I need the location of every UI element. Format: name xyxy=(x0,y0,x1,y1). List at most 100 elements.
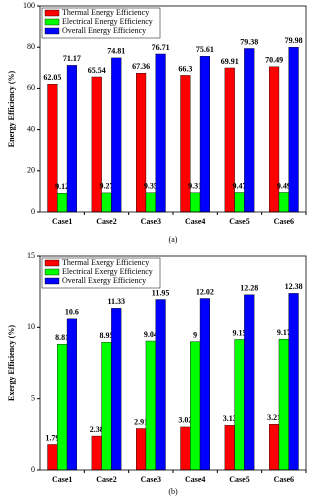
x-tick-label: Case4 xyxy=(185,475,205,484)
bar xyxy=(234,192,245,213)
x-tick-label: Case3 xyxy=(141,475,161,484)
data-label: 74.81 xyxy=(107,47,125,56)
data-label: 71.17 xyxy=(63,54,81,63)
bar xyxy=(111,308,122,471)
data-label: 75.61 xyxy=(196,45,214,54)
data-label: 8.81 xyxy=(55,333,69,342)
bar xyxy=(136,428,147,471)
bar xyxy=(278,192,289,213)
bar xyxy=(111,57,122,213)
data-label: 9.49 xyxy=(277,181,291,190)
plot-frame xyxy=(39,5,307,213)
legend-swatch xyxy=(44,27,60,35)
bar xyxy=(244,48,255,213)
bar xyxy=(136,73,147,213)
bar xyxy=(57,344,68,471)
legend-box xyxy=(41,7,161,39)
bar xyxy=(66,318,77,471)
bar xyxy=(155,53,166,213)
legend-label: Overall Energy Efficiency xyxy=(62,26,146,35)
data-label: 2.91 xyxy=(134,417,148,426)
legend-swatch xyxy=(44,277,60,285)
bar xyxy=(234,339,245,471)
bar xyxy=(47,444,58,471)
data-label: 1.79 xyxy=(45,433,59,442)
y-tick-label: 20 xyxy=(27,166,35,175)
bar xyxy=(91,76,102,213)
bar xyxy=(145,192,156,213)
data-label: 11.33 xyxy=(107,297,125,306)
data-label: 9.15 xyxy=(233,328,247,337)
data-label: 12.28 xyxy=(240,284,258,293)
data-label: 2.38 xyxy=(90,425,104,434)
bar xyxy=(190,192,201,213)
y-axis-label: Exergy Efficiency (%) xyxy=(7,325,16,401)
x-tick-label: Case5 xyxy=(229,475,249,484)
bar xyxy=(199,298,210,471)
bar xyxy=(224,67,235,213)
x-tick-label: Case2 xyxy=(96,217,116,226)
bar xyxy=(224,425,235,471)
data-label: 79.38 xyxy=(240,37,258,46)
data-label: 12.38 xyxy=(285,282,303,291)
y-tick-label: 10 xyxy=(27,322,35,331)
data-label: 79.98 xyxy=(285,36,303,45)
legend-swatch xyxy=(44,18,60,26)
bar xyxy=(155,299,166,471)
legend-box xyxy=(41,257,161,289)
bar xyxy=(199,56,210,213)
data-label: 62.05 xyxy=(43,73,61,82)
data-label: 70.49 xyxy=(265,56,283,65)
plot-frame xyxy=(39,255,307,471)
data-label: 9.47 xyxy=(233,181,247,190)
bar xyxy=(47,83,58,213)
bar xyxy=(66,65,77,213)
x-tick-label: Case6 xyxy=(274,475,294,484)
y-tick-label: 40 xyxy=(27,124,35,133)
y-tick-label: 5 xyxy=(31,393,35,402)
x-tick-label: Case2 xyxy=(96,475,116,484)
legend-swatch xyxy=(44,268,60,276)
y-tick-label: 100 xyxy=(23,1,35,10)
data-label: 3.21 xyxy=(267,413,281,422)
data-label: 76.71 xyxy=(152,43,170,52)
caption: (a) xyxy=(169,235,178,244)
x-tick-label: Case1 xyxy=(52,217,72,226)
x-tick-label: Case1 xyxy=(52,475,72,484)
data-label: 8.95 xyxy=(100,331,114,340)
data-label: 9.12 xyxy=(55,182,69,191)
data-label: 12.02 xyxy=(196,287,214,296)
y-tick-label: 80 xyxy=(27,42,35,51)
data-label: 9.04 xyxy=(144,330,158,339)
bar xyxy=(278,338,289,471)
data-label: 65.54 xyxy=(88,66,106,75)
bar xyxy=(57,193,68,213)
data-label: 3.13 xyxy=(223,414,237,423)
data-label: 9.31 xyxy=(188,182,202,191)
bar xyxy=(145,340,156,471)
x-tick-label: Case3 xyxy=(141,217,161,226)
data-label: 69.91 xyxy=(221,57,239,66)
bar xyxy=(269,424,280,471)
data-label: 9.27 xyxy=(100,182,114,191)
x-tick-label: Case4 xyxy=(185,217,205,226)
y-tick-label: 0 xyxy=(31,207,35,216)
legend-swatch xyxy=(44,259,60,267)
data-label: 9.17 xyxy=(277,328,291,337)
bar xyxy=(190,341,201,471)
bar xyxy=(288,293,299,471)
legend-swatch xyxy=(44,9,60,17)
y-tick-label: 0 xyxy=(31,465,35,474)
y-tick-label: 15 xyxy=(27,251,35,260)
data-label: 9 xyxy=(193,330,197,339)
legend-label: Electrical Energy Efficiency xyxy=(62,17,153,26)
legend-label: Thermal Exergy Efficiency xyxy=(62,258,149,267)
data-label: 67.36 xyxy=(132,62,150,71)
data-label: 11.95 xyxy=(152,288,170,297)
bar xyxy=(180,75,191,213)
data-label: 66.3 xyxy=(178,64,192,73)
data-label: 3.02 xyxy=(178,416,192,425)
data-label: 10.6 xyxy=(65,308,79,317)
bar xyxy=(91,435,102,471)
